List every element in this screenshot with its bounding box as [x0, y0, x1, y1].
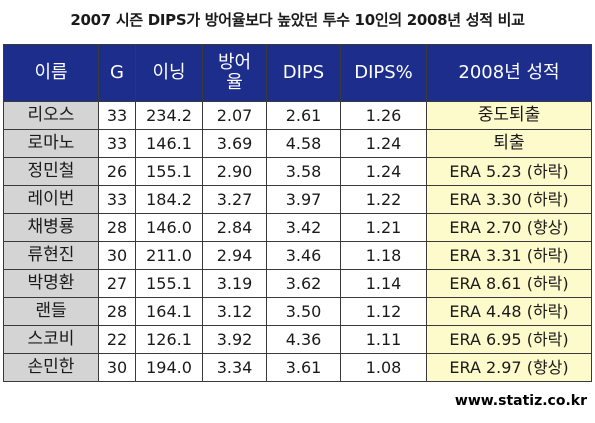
cell-dips-pct: 1.26 [340, 101, 427, 130]
cell-games: 28 [98, 297, 136, 326]
cell-dips: 3.50 [266, 297, 341, 326]
cell-name: 리오스 [3, 101, 99, 130]
cell-result: ERA 2.97 (향상) [426, 353, 592, 382]
cell-innings: 194.0 [135, 353, 203, 382]
cell-era: 3.27 [202, 185, 267, 214]
cell-dips: 3.58 [266, 157, 341, 186]
cell-era: 3.92 [202, 325, 267, 354]
cell-games: 30 [98, 353, 136, 382]
col-header-dips: DIPS [266, 44, 341, 102]
cell-result: ERA 4.48 (하락) [426, 297, 592, 326]
table-row: 로마노 33 146.1 3.69 4.58 1.24 퇴출 [3, 129, 592, 158]
cell-name: 레이번 [3, 185, 99, 214]
cell-games: 33 [98, 101, 136, 130]
cell-innings: 211.0 [135, 241, 203, 270]
cell-innings: 155.1 [135, 157, 203, 186]
cell-games: 33 [98, 129, 136, 158]
col-header-result: 2008년 성적 [426, 44, 592, 102]
cell-innings: 126.1 [135, 325, 203, 354]
table-row: 박명환 27 155.1 3.19 3.62 1.14 ERA 8.61 (하락… [3, 269, 592, 298]
cell-games: 22 [98, 325, 136, 354]
cell-result: ERA 6.95 (하락) [426, 325, 592, 354]
cell-dips-pct: 1.14 [340, 269, 427, 298]
cell-era: 3.19 [202, 269, 267, 298]
cell-result: 퇴출 [426, 129, 592, 158]
cell-result: ERA 8.61 (하락) [426, 269, 592, 298]
cell-result: ERA 3.30 (하락) [426, 185, 592, 214]
col-header-dips-pct: DIPS% [340, 44, 427, 102]
cell-games: 27 [98, 269, 136, 298]
cell-name: 손민한 [3, 353, 99, 382]
cell-innings: 155.1 [135, 269, 203, 298]
cell-games: 30 [98, 241, 136, 270]
cell-dips-pct: 1.11 [340, 325, 427, 354]
cell-era: 3.34 [202, 353, 267, 382]
cell-dips: 3.46 [266, 241, 341, 270]
col-header-era: 방어 율 [202, 44, 267, 102]
col-header-name: 이름 [3, 44, 99, 102]
col-header-innings: 이닝 [135, 44, 203, 102]
cell-games: 33 [98, 185, 136, 214]
cell-name: 랜들 [3, 297, 99, 326]
cell-name: 박명환 [3, 269, 99, 298]
cell-era: 2.94 [202, 241, 267, 270]
cell-result: 중도퇴출 [426, 101, 592, 130]
cell-dips-pct: 1.21 [340, 213, 427, 242]
cell-era: 2.07 [202, 101, 267, 130]
cell-innings: 146.1 [135, 129, 203, 158]
source-credit: www.statiz.co.kr [454, 393, 587, 409]
cell-dips-pct: 1.24 [340, 157, 427, 186]
cell-result: ERA 2.70 (향상) [426, 213, 592, 242]
cell-innings: 184.2 [135, 185, 203, 214]
table-row: 손민한 30 194.0 3.34 3.61 1.08 ERA 2.97 (향상… [3, 353, 592, 382]
table-row: 리오스 33 234.2 2.07 2.61 1.26 중도퇴출 [3, 101, 592, 130]
cell-innings: 164.1 [135, 297, 203, 326]
cell-dips: 3.62 [266, 269, 341, 298]
header-row: 이름 G 이닝 방어 율 DIPS DIPS% 2008년 성적 [3, 44, 592, 102]
table-row: 랜들 28 164.1 3.12 3.50 1.12 ERA 4.48 (하락) [3, 297, 592, 326]
cell-innings: 234.2 [135, 101, 203, 130]
table-row: 스코비 22 126.1 3.92 4.36 1.11 ERA 6.95 (하락… [3, 325, 592, 354]
table-row: 류현진 30 211.0 2.94 3.46 1.18 ERA 3.31 (하락… [3, 241, 592, 270]
cell-dips-pct: 1.24 [340, 129, 427, 158]
table-row: 레이번 33 184.2 3.27 3.97 1.22 ERA 3.30 (하락… [3, 185, 592, 214]
cell-era: 2.90 [202, 157, 267, 186]
cell-dips-pct: 1.12 [340, 297, 427, 326]
cell-games: 28 [98, 213, 136, 242]
cell-dips: 3.42 [266, 213, 341, 242]
cell-dips: 4.36 [266, 325, 341, 354]
cell-name: 류현진 [3, 241, 99, 270]
cell-name: 스코비 [3, 325, 99, 354]
cell-era: 3.69 [202, 129, 267, 158]
cell-era: 2.84 [202, 213, 267, 242]
cell-dips: 2.61 [266, 101, 341, 130]
cell-result: ERA 5.23 (하락) [426, 157, 592, 186]
cell-era: 3.12 [202, 297, 267, 326]
cell-innings: 146.0 [135, 213, 203, 242]
col-header-games: G [98, 44, 136, 102]
cell-dips: 3.61 [266, 353, 341, 382]
cell-games: 26 [98, 157, 136, 186]
cell-dips: 4.58 [266, 129, 341, 158]
cell-result: ERA 3.31 (하락) [426, 241, 592, 270]
cell-dips-pct: 1.08 [340, 353, 427, 382]
cell-name: 채병룡 [3, 213, 99, 242]
table-row: 정민철 26 155.1 2.90 3.58 1.24 ERA 5.23 (하락… [3, 157, 592, 186]
comparison-table: 이름 G 이닝 방어 율 DIPS DIPS% 2008년 성적 리오스 33 … [3, 44, 592, 382]
cell-name: 로마노 [3, 129, 99, 158]
cell-name: 정민철 [3, 157, 99, 186]
cell-dips: 3.97 [266, 185, 341, 214]
table-body: 리오스 33 234.2 2.07 2.61 1.26 중도퇴출 로마노 33 … [3, 101, 592, 382]
cell-dips-pct: 1.22 [340, 185, 427, 214]
cell-dips-pct: 1.18 [340, 241, 427, 270]
page-title: 2007 시즌 DIPS가 방어율보다 높았던 투수 10인의 2008년 성적… [70, 11, 525, 29]
table-row: 채병룡 28 146.0 2.84 3.42 1.21 ERA 2.70 (향상… [3, 213, 592, 242]
table-header: 이름 G 이닝 방어 율 DIPS DIPS% 2008년 성적 [3, 44, 592, 102]
